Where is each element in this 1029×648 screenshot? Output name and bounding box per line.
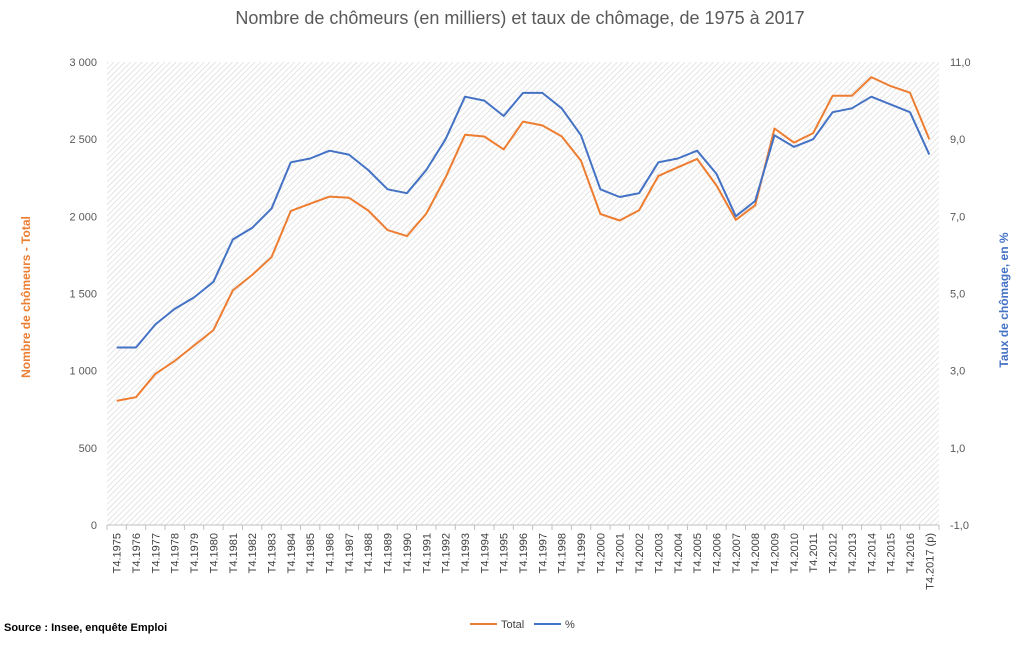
y-left-tick-label: 500 xyxy=(79,443,97,455)
y-left-tick-label: 0 xyxy=(91,520,97,532)
x-tick-label: T4.1978 xyxy=(170,533,182,573)
series-line-total xyxy=(116,76,931,402)
x-tick-label: T4.2017 (p) xyxy=(924,533,936,590)
x-tick-label: T4.2012 xyxy=(828,533,840,573)
x-tick-label: T4.1984 xyxy=(286,533,298,573)
x-tick-label: T4.1999 xyxy=(576,533,588,573)
x-tick-label: T4.1988 xyxy=(363,533,375,573)
x-axis: T4.1975 T4.1976 T4.1977 T4.1978 T4.1979 T4.19… xyxy=(106,524,940,590)
chart-title: Nombre de chômeurs (en milliers) et taux… xyxy=(235,8,804,28)
x-tick-label: T4.1976 xyxy=(131,533,143,573)
x-tick-label: T4.2001 xyxy=(615,533,627,573)
x-tick-label: T4.2015 xyxy=(886,533,898,573)
legend-pct-label: % xyxy=(565,619,575,631)
x-tick-label: T4.1982 xyxy=(247,533,259,573)
y-right-tick-label: 3,0 xyxy=(950,366,965,378)
x-tick-label: T4.1987 xyxy=(344,533,356,573)
x-tick-label: T4.1977 xyxy=(150,533,162,573)
x-tick-label: T4.2005 xyxy=(692,533,704,573)
x-tick-label: T4.2010 xyxy=(789,533,801,573)
x-tick-label: T4.1995 xyxy=(499,533,511,573)
x-tick-label: T4.2007 xyxy=(731,533,743,573)
x-tick-label: T4.2016 xyxy=(905,533,917,573)
x-tick-label: T4.2006 xyxy=(711,533,723,573)
y-left-tick-label: 3 000 xyxy=(69,57,97,69)
y-right-tick-label: 9,0 xyxy=(950,134,965,146)
x-tick-label: T4.1989 xyxy=(383,533,395,573)
x-tick-label: T4.1990 xyxy=(402,533,414,573)
x-tick-label: T4.2011 xyxy=(808,533,820,573)
x-tick-label: T4.1980 xyxy=(208,533,220,573)
y-right-tick-label: 11,0 xyxy=(950,57,971,69)
x-tick-label: T4.2004 xyxy=(673,533,685,573)
x-tick-label: T4.1993 xyxy=(460,533,472,573)
y-right-tick-label: 7,0 xyxy=(950,211,965,223)
x-tick-label: T4.1994 xyxy=(479,533,491,573)
x-tick-label: T4.1996 xyxy=(518,533,530,573)
x-tick-label: T4.1991 xyxy=(421,533,433,573)
x-tick-label: T4.1979 xyxy=(189,533,201,573)
y-left-tick-label: 2 000 xyxy=(69,211,97,223)
x-tick-label: T4.2003 xyxy=(653,533,665,573)
x-tick-label: T4.2009 xyxy=(770,533,782,573)
legend: Total % xyxy=(470,619,575,631)
x-tick-label: T4.1981 xyxy=(228,533,240,573)
x-tick-label: T4.2014 xyxy=(866,533,878,573)
y-axis-right-label: Taux de chômage, en % xyxy=(997,232,1011,367)
x-tick-label: T4.1997 xyxy=(537,533,549,573)
series-layer xyxy=(116,76,931,402)
y-axis-right-ticks: -1,0 1,0 3,0 5,0 7,0 9,0 11,0 xyxy=(950,57,971,532)
x-tick-label: T4.1986 xyxy=(325,533,337,573)
y-right-tick-label: 5,0 xyxy=(950,289,965,301)
x-tick-label: T4.2008 xyxy=(750,533,762,573)
y-left-tick-label: 1 500 xyxy=(69,289,97,301)
y-axis-left-ticks: 0 500 1 000 1 500 2 000 2 500 3 000 xyxy=(69,57,97,532)
x-tick-label: T4.1985 xyxy=(305,533,317,573)
y-right-tick-label: -1,0 xyxy=(950,520,969,532)
y-axis-left-label: Nombre de chômeurs - Total xyxy=(19,216,33,378)
source-note: Source : Insee, enquête Emploi xyxy=(4,622,167,634)
x-tick-label: T4.1998 xyxy=(557,533,569,573)
x-tick-label: T4.2002 xyxy=(634,533,646,573)
series-line-pct xyxy=(116,91,931,349)
y-right-tick-label: 1,0 xyxy=(950,443,965,455)
y-left-tick-label: 2 500 xyxy=(69,134,97,146)
legend-total-label: Total xyxy=(501,619,524,631)
x-tick-label: T4.2000 xyxy=(595,533,607,573)
x-tick-label: T4.2013 xyxy=(847,533,859,573)
x-tick-label: T4.1975 xyxy=(112,533,124,573)
y-left-tick-label: 1 000 xyxy=(69,366,97,378)
x-tick-label: T4.1983 xyxy=(266,533,278,573)
x-tick-label: T4.1992 xyxy=(441,533,453,573)
